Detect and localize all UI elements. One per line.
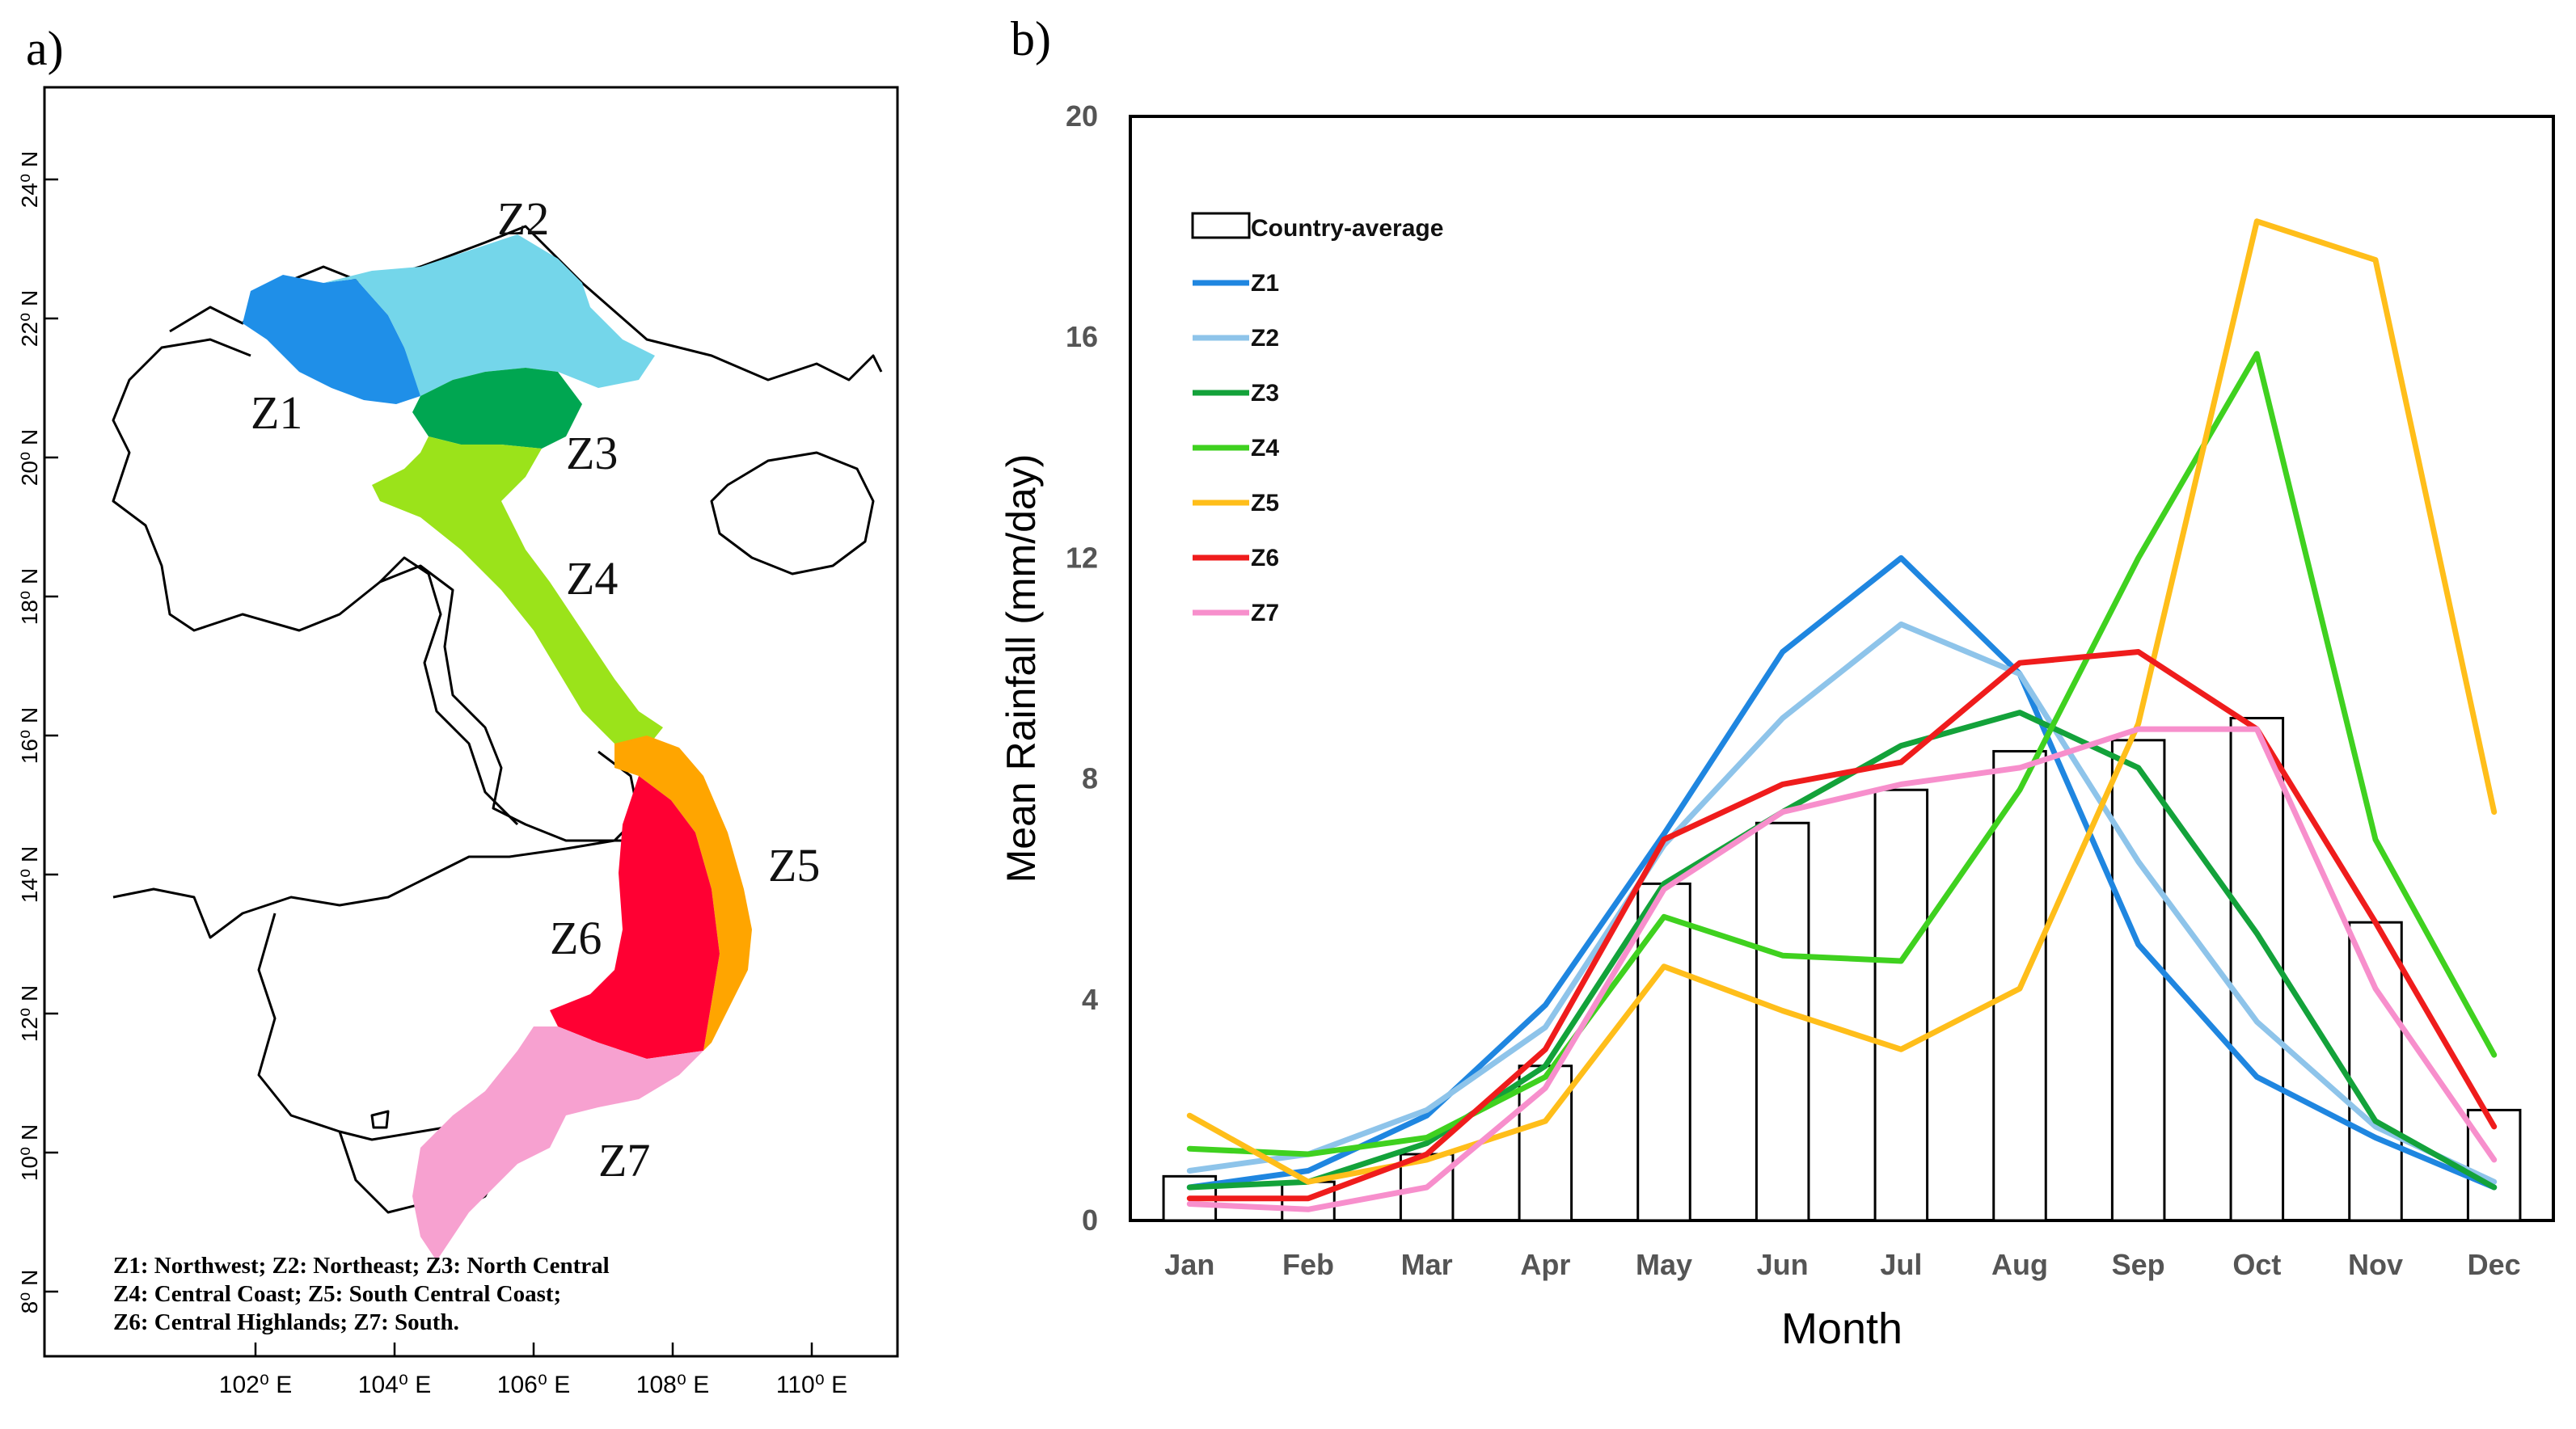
legend-label: Country-average bbox=[1251, 215, 1443, 242]
x-tick-label: Jun bbox=[1757, 1248, 1809, 1281]
x-tick-label: Jul bbox=[1880, 1248, 1922, 1281]
lat-label: 24⁰ N bbox=[17, 151, 42, 208]
x-tick-label: Feb bbox=[1282, 1248, 1334, 1281]
legend-label: Z5 bbox=[1251, 490, 1279, 516]
rainfall-chart: 0 4 8 12 16 20 Jan Feb Mar Apr May Jun Jul Aug Sep Oct… bbox=[999, 99, 2555, 1353]
zone-label-z7: Z7 bbox=[598, 1134, 650, 1187]
lat-label: 12⁰ N bbox=[17, 985, 42, 1042]
lat-label: 16⁰ N bbox=[17, 707, 42, 764]
legend-label: Z7 bbox=[1251, 600, 1279, 626]
map-legend-line: Z6: Central Highlands; Z7: South. bbox=[113, 1309, 459, 1335]
map-legend: Z1: Northwest; Z2: Northeast; Z3: North … bbox=[113, 1253, 610, 1335]
legend-label: Z6 bbox=[1251, 545, 1279, 571]
x-tick-label: Apr bbox=[1520, 1248, 1570, 1281]
map-lat-ticks bbox=[44, 178, 58, 1293]
lat-label: 10⁰ N bbox=[17, 1124, 42, 1181]
map-panel: 8⁰ N 10⁰ N 12⁰ N 14⁰ N 16⁰ N 18⁰ N 20⁰ N… bbox=[17, 86, 899, 1398]
panel-a-label: a) bbox=[26, 22, 64, 75]
y-tick-label: 12 bbox=[1066, 541, 1098, 574]
x-tick-label: Aug bbox=[1991, 1248, 2048, 1281]
series-line-z3 bbox=[1186, 710, 2498, 1191]
y-axis-title: Mean Rainfall (mm/day) bbox=[999, 454, 1044, 883]
y-tick-label: 16 bbox=[1066, 320, 1098, 353]
zone-z5 bbox=[614, 736, 752, 1051]
lines-layer bbox=[1186, 218, 2498, 1212]
lat-label: 22⁰ N bbox=[17, 290, 42, 347]
x-tick-labels: Jan Feb Mar Apr May Jun Jul Aug Sep Oct Nov Dec bbox=[1164, 1248, 2520, 1281]
series-line-z2 bbox=[1186, 621, 2498, 1185]
legend-label: Z1 bbox=[1251, 270, 1279, 297]
map-lon-ticks bbox=[254, 1343, 813, 1356]
y-tick-label: 0 bbox=[1082, 1203, 1098, 1237]
series-line-z1 bbox=[1186, 554, 2498, 1191]
x-tick-label: Nov bbox=[2348, 1248, 2403, 1281]
bar-country-average bbox=[1755, 821, 1810, 1222]
lon-label: 108⁰ E bbox=[636, 1372, 709, 1398]
zone-z7 bbox=[412, 1026, 703, 1261]
lon-label: 106⁰ E bbox=[497, 1372, 570, 1398]
chart-legend: Country-average Z1 Z2 Z3 Z4 Z5 Z6 Z7 bbox=[1191, 212, 1443, 626]
x-axis-title: Month bbox=[1781, 1305, 1902, 1353]
lon-label: 102⁰ E bbox=[219, 1372, 292, 1398]
zone-label-z3: Z3 bbox=[566, 427, 618, 479]
bar-country-average bbox=[1992, 749, 2047, 1222]
zone-label-z2: Z2 bbox=[497, 192, 549, 245]
y-tick-labels: 0 4 8 12 16 20 bbox=[1066, 99, 1098, 1237]
lat-label: 18⁰ N bbox=[17, 568, 42, 625]
lon-label: 110⁰ E bbox=[776, 1372, 847, 1398]
bar-country-average bbox=[2229, 716, 2285, 1222]
bar-country-average bbox=[2110, 739, 2166, 1222]
zone-z3 bbox=[412, 368, 582, 449]
zone-label-z5: Z5 bbox=[768, 839, 820, 892]
series-line-z6 bbox=[1186, 649, 2498, 1202]
zone-label-z6: Z6 bbox=[550, 912, 602, 964]
x-tick-label: Dec bbox=[2468, 1248, 2521, 1281]
zone-z6 bbox=[550, 776, 720, 1059]
laos-inner-border bbox=[378, 556, 519, 826]
map-legend-line: Z4: Central Coast; Z5: South Central Coa… bbox=[113, 1281, 561, 1307]
series-line-z7 bbox=[1186, 726, 2498, 1212]
series-line-z4 bbox=[1186, 351, 2498, 1157]
legend-swatch-country-average bbox=[1191, 212, 1251, 239]
x-tick-label: Oct bbox=[2232, 1248, 2281, 1281]
lat-label: 14⁰ N bbox=[17, 846, 42, 903]
lon-tick-labels: 102⁰ E 104⁰ E 106⁰ E 108⁰ E 110⁰ E bbox=[219, 1372, 847, 1398]
x-tick-label: Jan bbox=[1164, 1248, 1214, 1281]
legend-label: Z3 bbox=[1251, 380, 1279, 407]
panel-b-label: b) bbox=[1011, 12, 1051, 65]
legend-label: Z2 bbox=[1251, 325, 1279, 352]
zone-label-z1: Z1 bbox=[251, 386, 302, 439]
y-tick-label: 4 bbox=[1082, 983, 1098, 1016]
x-tick-label: Sep bbox=[2112, 1248, 2165, 1281]
vietnam-zones bbox=[243, 234, 752, 1261]
x-tick-label: May bbox=[1636, 1248, 1692, 1281]
bars-layer bbox=[1162, 716, 2522, 1222]
lon-label: 104⁰ E bbox=[358, 1372, 431, 1398]
phu-quoc-island bbox=[370, 1110, 390, 1129]
hainan-island bbox=[710, 451, 875, 575]
lat-tick-labels: 8⁰ N 10⁰ N 12⁰ N 14⁰ N 16⁰ N 18⁰ N 20⁰ N… bbox=[17, 151, 42, 1314]
zone-label-z4: Z4 bbox=[566, 552, 618, 605]
lat-label: 8⁰ N bbox=[17, 1270, 42, 1314]
zone-z1 bbox=[243, 275, 420, 404]
zone-labels: Z1 Z2 Z3 Z4 Z5 Z6 Z7 bbox=[251, 192, 820, 1187]
x-tick-label: Mar bbox=[1401, 1248, 1453, 1281]
bar-country-average bbox=[2348, 921, 2403, 1222]
y-tick-label: 8 bbox=[1082, 762, 1098, 795]
bar-country-average bbox=[1873, 788, 1929, 1222]
zone-z2 bbox=[323, 234, 655, 396]
map-legend-line: Z1: Northwest; Z2: Northeast; Z3: North … bbox=[113, 1253, 610, 1279]
legend-label: Z4 bbox=[1251, 435, 1279, 462]
lat-label: 20⁰ N bbox=[17, 429, 42, 486]
zone-z4 bbox=[372, 436, 663, 748]
y-tick-label: 20 bbox=[1066, 99, 1098, 133]
bar-country-average bbox=[1636, 882, 1691, 1222]
